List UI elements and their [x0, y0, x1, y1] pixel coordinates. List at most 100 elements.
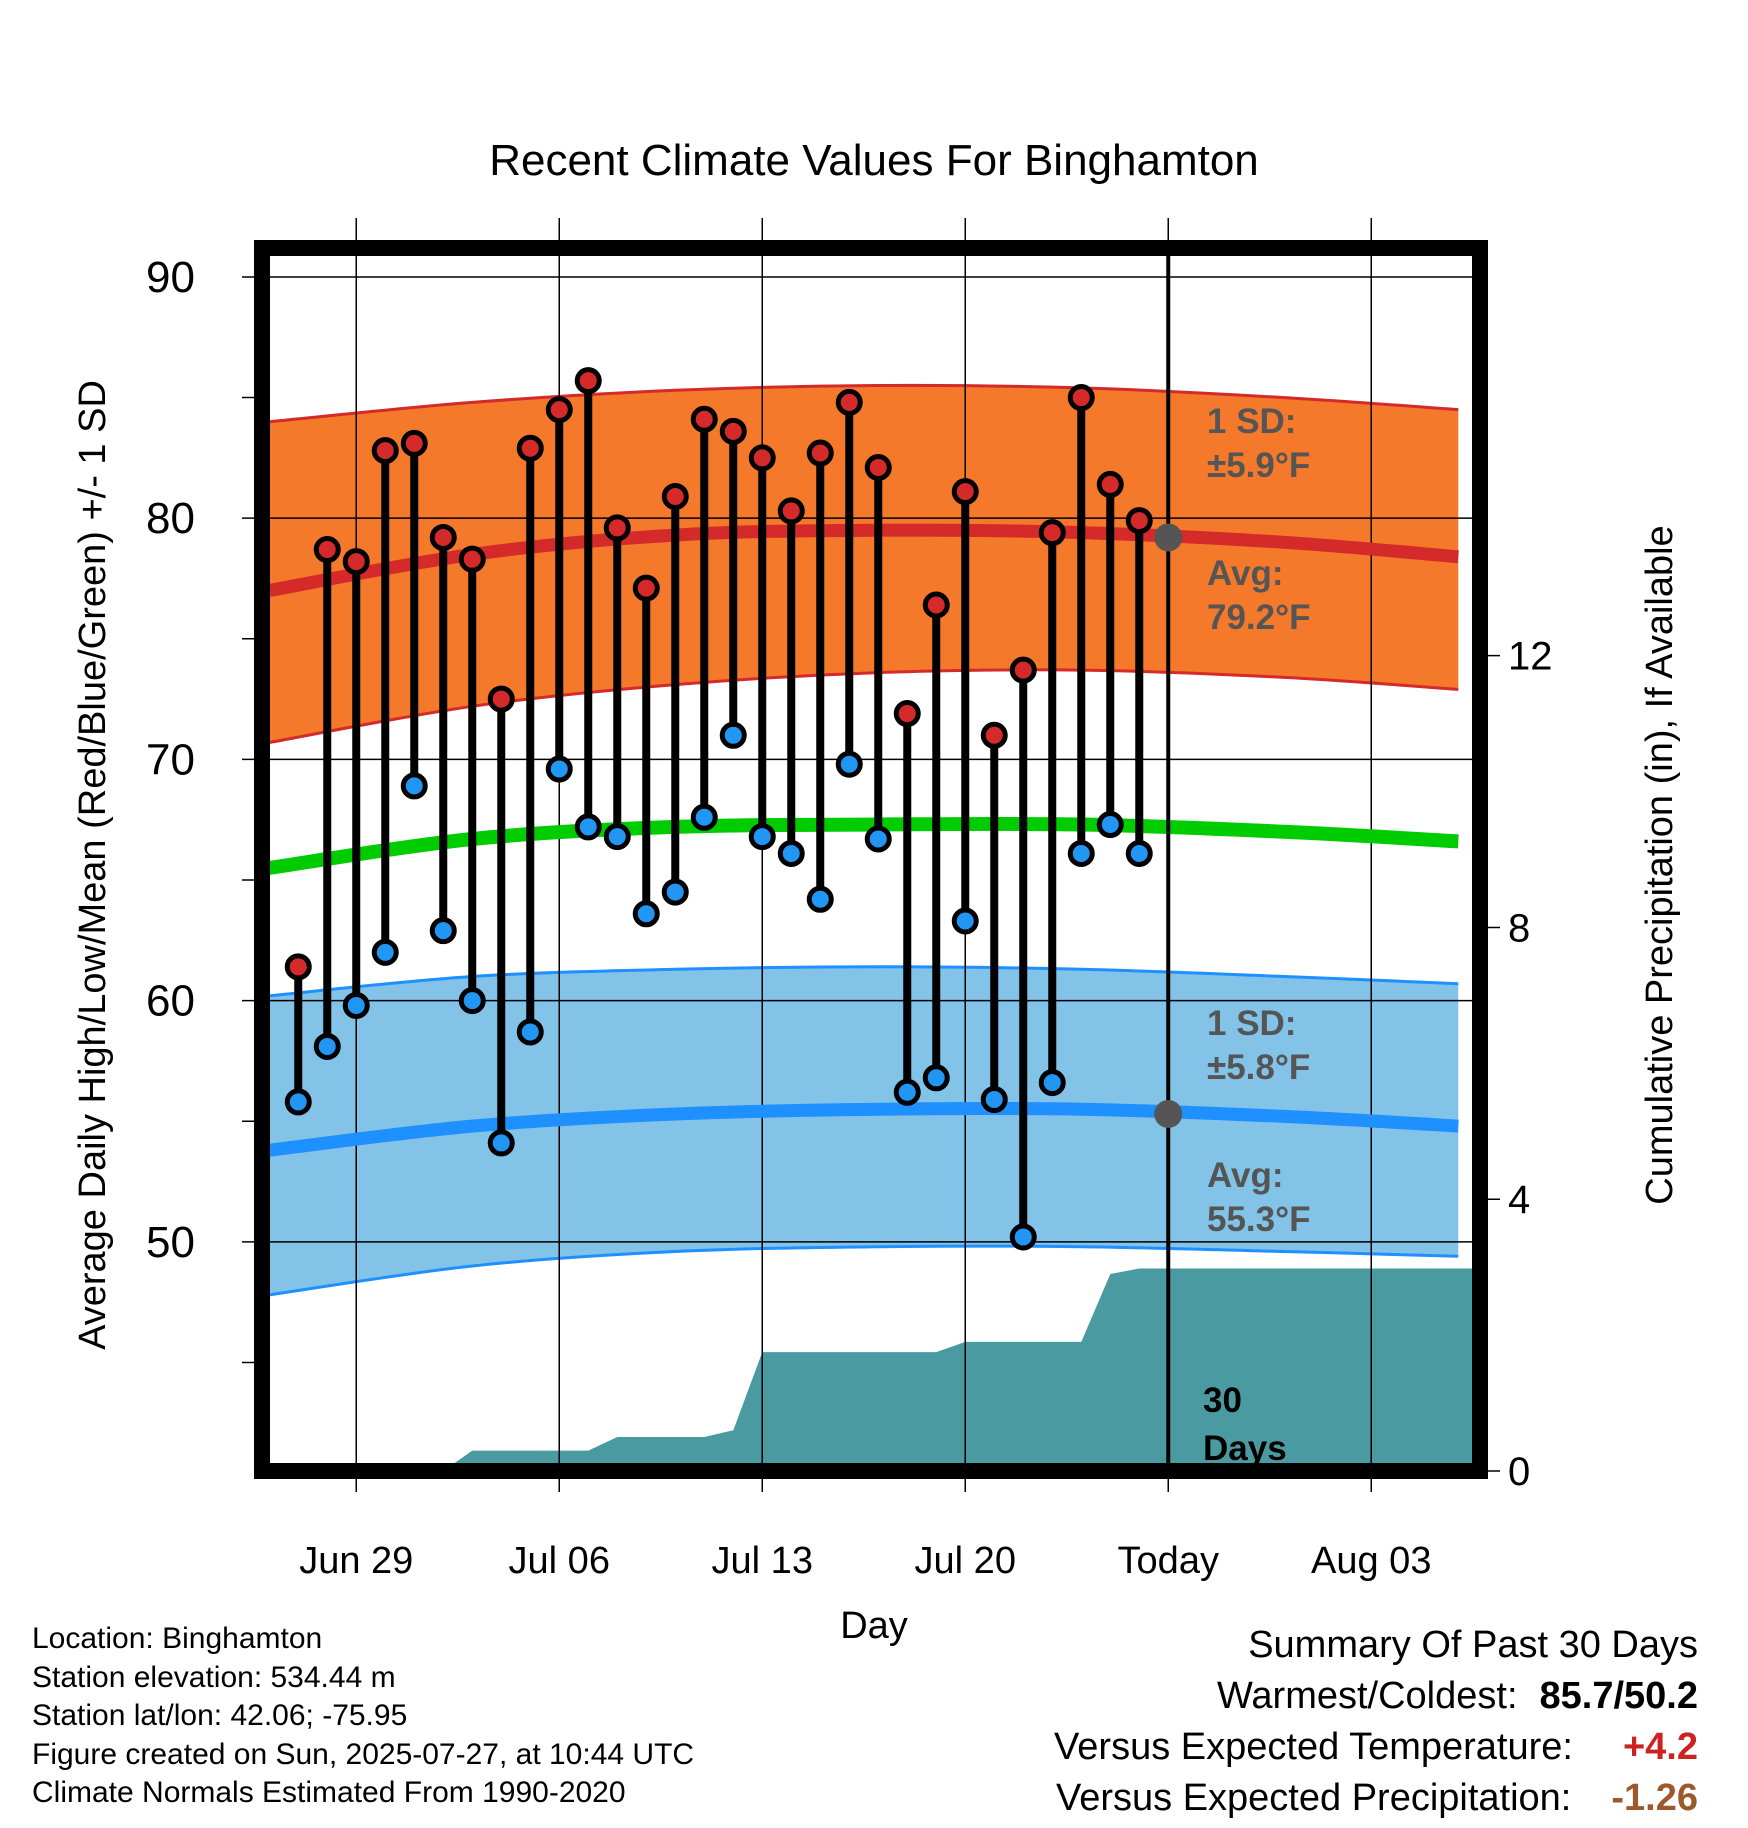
high-avg-value: 79.2°F [1207, 598, 1311, 637]
daily-high-point [429, 523, 457, 551]
chart-title: Recent Climate Values For Binghamton [489, 136, 1259, 185]
daily-low-point [284, 1088, 312, 1116]
low-sd-label: 1 SD: [1207, 1004, 1296, 1043]
low-avg-value: 55.3°F [1207, 1200, 1311, 1239]
daily-high-point [603, 514, 631, 542]
daily-high-point [777, 497, 805, 525]
x-tick-label: Jul 06 [509, 1540, 610, 1582]
y-tick-label: 90 [146, 253, 195, 302]
low-sd-band-lower-edge [269, 1244, 1459, 1297]
mean-average-line [268, 816, 1459, 875]
daily-high-point [458, 545, 486, 573]
daily-low-point [313, 1032, 341, 1060]
daily-low-point [574, 813, 602, 841]
y-tick-label: 50 [146, 1218, 195, 1267]
daily-high-point [400, 429, 428, 457]
low-average-line [268, 1101, 1459, 1157]
y2-axis-label: Cumulative Precipitation (in), If Availa… [1639, 525, 1681, 1204]
daily-low-point [429, 917, 457, 945]
summary-warm-cold: Warmest/Coldest: 85.7/50.2 [1054, 1671, 1698, 1722]
low-annotation: 1 SD: ±5.8°F Avg: 55.3°F [1207, 1004, 1311, 1239]
daily-high-point [806, 439, 834, 467]
daily-high-point [922, 591, 950, 619]
daily-high-point [661, 482, 689, 510]
plot-frame [254, 240, 1488, 1479]
daily-low-point [1096, 811, 1124, 839]
daily-low-point [458, 987, 486, 1015]
summary-heading: Summary Of Past 30 Days [1248, 1624, 1698, 1666]
daily-high-point [371, 437, 399, 465]
daily-low-point [661, 878, 689, 906]
daily-low-point [777, 839, 805, 867]
high-sd-label: 1 SD: [1207, 402, 1296, 441]
daily-points [284, 367, 1153, 1251]
daily-high-point [487, 685, 515, 713]
y2-tick-label: 12 [1508, 635, 1553, 679]
axes: 50 60 70 80 90 0 4 8 12 Jun 29 Jul 06 Jul 13 Jul 20 T… [146, 253, 1552, 1582]
daily-high-point [893, 700, 921, 728]
daily-low-point [922, 1064, 950, 1092]
daily-high-point [690, 405, 718, 433]
summary-precip: Versus Expected Precipitation: -1.26 [1054, 1773, 1698, 1824]
daily-high-point [516, 434, 544, 462]
daily-high-point [1067, 384, 1095, 412]
station-info: Location: Binghamton Station elevation: … [32, 1620, 694, 1813]
daily-high-point [864, 454, 892, 482]
daily-high-point [545, 396, 573, 424]
daily-low-point [1009, 1223, 1037, 1251]
daily-low-point [545, 755, 573, 783]
summary-temp: Versus Expected Temperature: +4.2 [1054, 1722, 1698, 1773]
daily-low-point [632, 900, 660, 928]
y-tick-label: 60 [146, 977, 195, 1026]
window-label: 30 Days [1203, 1381, 1287, 1468]
temp-anomaly-value: +4.2 [1622, 1726, 1698, 1768]
daily-high-point [719, 417, 747, 445]
daily-high-point [574, 367, 602, 395]
x-tick-label: Today [1118, 1540, 1219, 1582]
normal-bands [269, 383, 1459, 1297]
normals-period-text: Climate Normals Estimated From 1990-2020 [32, 1776, 626, 1809]
daily-low-point [516, 1018, 544, 1046]
daily-high-point [1125, 507, 1153, 535]
daily-high-point [632, 574, 660, 602]
latlon-text: Station lat/lon: 42.06; -75.95 [32, 1699, 408, 1732]
warm-cold-value: 85.7/50.2 [1539, 1675, 1698, 1717]
x-tick-label: Jul 20 [915, 1540, 1016, 1582]
daily-low-point [1038, 1069, 1066, 1097]
daily-high-point [284, 953, 312, 981]
daily-low-point [690, 803, 718, 831]
daily-high-point [313, 536, 341, 564]
daily-low-point [864, 825, 892, 853]
location-text: Location: Binghamton [32, 1622, 323, 1655]
today-low-avg-marker [1154, 1099, 1183, 1128]
precipitation-area [262, 1268, 1480, 1471]
daily-high-point [951, 478, 979, 506]
daily-low-point [835, 750, 863, 778]
daily-high-point [748, 444, 776, 472]
daily-high-point [342, 548, 370, 576]
low-avg-label: Avg: [1207, 1156, 1283, 1195]
daily-low-point [603, 823, 631, 851]
precip-anomaly-value: -1.26 [1611, 1777, 1698, 1819]
daily-low-point [893, 1078, 921, 1106]
daily-low-point [719, 721, 747, 749]
high-sd-value: ±5.9°F [1207, 446, 1310, 485]
window-days-number: 30 [1203, 1381, 1242, 1420]
daily-high-point [1009, 656, 1037, 684]
today-high-avg-marker [1154, 523, 1183, 552]
high-sd-band-upper-edge [269, 383, 1459, 424]
y-tick-label: 70 [146, 735, 195, 784]
daily-low-point [487, 1129, 515, 1157]
warm-cold-label: Warmest/Coldest: [1216, 1675, 1518, 1717]
daily-high-point [1038, 519, 1066, 547]
high-annotation: 1 SD: ±5.9°F Avg: 79.2°F [1207, 402, 1311, 637]
y-axis-label: Average Daily High/Low/Mean (Red/Blue/Gr… [72, 380, 114, 1350]
daily-low-point [1125, 839, 1153, 867]
y-tick-label: 80 [146, 494, 195, 543]
precip-anomaly-label: Versus Expected Precipitation: [1055, 1777, 1572, 1819]
low-sd-value: ±5.8°F [1207, 1048, 1310, 1087]
plot-border [254, 240, 1488, 1479]
high-sd-band [269, 385, 1459, 743]
y2-tick-label: 8 [1508, 906, 1530, 950]
